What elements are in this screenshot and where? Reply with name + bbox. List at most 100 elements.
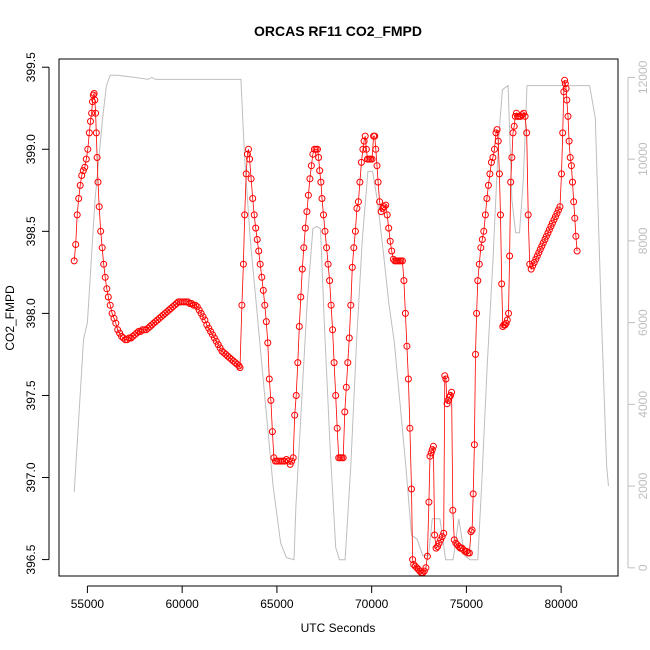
y2-tick-label: 12000 bbox=[636, 60, 650, 94]
co2-point bbox=[374, 178, 382, 186]
co2-point bbox=[561, 80, 569, 88]
co2-point bbox=[510, 122, 518, 130]
co2-point bbox=[535, 249, 543, 257]
co2-point bbox=[426, 452, 434, 460]
co2-point bbox=[447, 392, 454, 399]
x-tick-label: 75000 bbox=[450, 597, 484, 611]
co2-point bbox=[354, 198, 362, 206]
co2-point bbox=[483, 195, 491, 202]
co2-point bbox=[480, 227, 488, 235]
co2-point bbox=[449, 506, 457, 514]
co2-point bbox=[298, 265, 306, 273]
co2-point bbox=[140, 326, 148, 334]
co2-point bbox=[403, 342, 411, 350]
co2-point bbox=[94, 178, 102, 186]
co2-point bbox=[494, 137, 502, 145]
co2-point bbox=[368, 155, 376, 163]
co2-point bbox=[316, 167, 324, 175]
co2-point bbox=[90, 90, 98, 97]
co2-point bbox=[428, 446, 436, 454]
co2-point bbox=[556, 203, 564, 211]
x-axis-label: UTC Seconds bbox=[301, 621, 376, 635]
co2-point bbox=[484, 181, 492, 189]
y-tick-label: 398.0 bbox=[24, 298, 38, 328]
co2-point bbox=[307, 162, 315, 170]
co2-point bbox=[423, 552, 431, 560]
co2-point bbox=[573, 247, 581, 255]
co2-point bbox=[404, 375, 412, 383]
y-axis-left: 396.5 397.0 397.5 398.0 398.5 399.0 399.5 bbox=[24, 52, 50, 575]
co2-point bbox=[112, 319, 120, 327]
co2-point bbox=[92, 129, 100, 137]
co2-point bbox=[401, 309, 409, 317]
co2-point bbox=[258, 273, 266, 281]
co2-point bbox=[309, 150, 317, 158]
co2-point bbox=[78, 172, 86, 179]
co2-point bbox=[253, 236, 261, 243]
y2-tick-label: 4000 bbox=[636, 391, 650, 418]
co2-point bbox=[388, 247, 396, 255]
co2-point bbox=[347, 301, 355, 309]
co2-point bbox=[564, 112, 572, 120]
co2-point bbox=[235, 362, 243, 370]
co2-point bbox=[521, 112, 529, 120]
co2-point bbox=[541, 236, 549, 243]
co2-point bbox=[376, 198, 384, 206]
plot-frame bbox=[58, 58, 619, 577]
altitude-line bbox=[73, 74, 609, 561]
co2-point bbox=[487, 158, 495, 166]
co2-point bbox=[286, 460, 294, 468]
co2-point bbox=[429, 442, 437, 450]
co2-point bbox=[385, 224, 393, 232]
co2-point bbox=[442, 375, 450, 383]
co2-point bbox=[558, 170, 565, 178]
co2-point bbox=[406, 424, 414, 432]
co2-point bbox=[495, 170, 503, 178]
co2-point bbox=[103, 285, 111, 293]
series-co2-points bbox=[70, 76, 581, 577]
co2-point bbox=[437, 536, 445, 544]
co2-point bbox=[281, 457, 288, 465]
co2-point bbox=[509, 129, 517, 137]
co2-point bbox=[382, 201, 390, 209]
co2-point bbox=[506, 252, 514, 260]
co2-point bbox=[300, 244, 308, 252]
co2-point bbox=[493, 126, 501, 134]
co2-point bbox=[289, 454, 297, 462]
co2-point bbox=[84, 145, 92, 153]
co2-point bbox=[184, 298, 192, 306]
co2-point bbox=[565, 137, 573, 145]
co2-point bbox=[443, 400, 451, 408]
co2-point bbox=[351, 227, 359, 235]
co2-point bbox=[314, 145, 321, 153]
co2-point bbox=[409, 556, 417, 564]
co2-point bbox=[268, 428, 276, 436]
co2-point bbox=[550, 216, 558, 224]
co2-point bbox=[250, 211, 258, 219]
co2-point bbox=[327, 301, 335, 309]
co2-point bbox=[431, 531, 439, 539]
co2-point bbox=[252, 224, 260, 232]
co2-point bbox=[353, 204, 361, 212]
co2-point bbox=[333, 424, 341, 432]
co2-point bbox=[101, 273, 109, 281]
co2-point bbox=[408, 485, 415, 493]
co2-point bbox=[561, 76, 569, 84]
co2-point bbox=[295, 323, 303, 330]
chart-title: ORCAS RF11 CO2_FMPD bbox=[254, 23, 422, 39]
co2-point bbox=[530, 259, 538, 266]
co2-point bbox=[133, 329, 141, 337]
co2-point bbox=[544, 229, 552, 237]
co2-point bbox=[569, 178, 576, 186]
co2-point bbox=[508, 154, 516, 161]
co2-point bbox=[448, 388, 456, 396]
y2-tick-label: 6000 bbox=[636, 309, 650, 336]
co2-point bbox=[497, 211, 504, 219]
y-tick-label: 399.0 bbox=[24, 134, 38, 164]
co2-point bbox=[567, 162, 575, 170]
co2-point bbox=[372, 145, 380, 153]
co2-point bbox=[361, 132, 369, 140]
co2-point bbox=[306, 175, 314, 183]
co2-point bbox=[547, 222, 555, 230]
